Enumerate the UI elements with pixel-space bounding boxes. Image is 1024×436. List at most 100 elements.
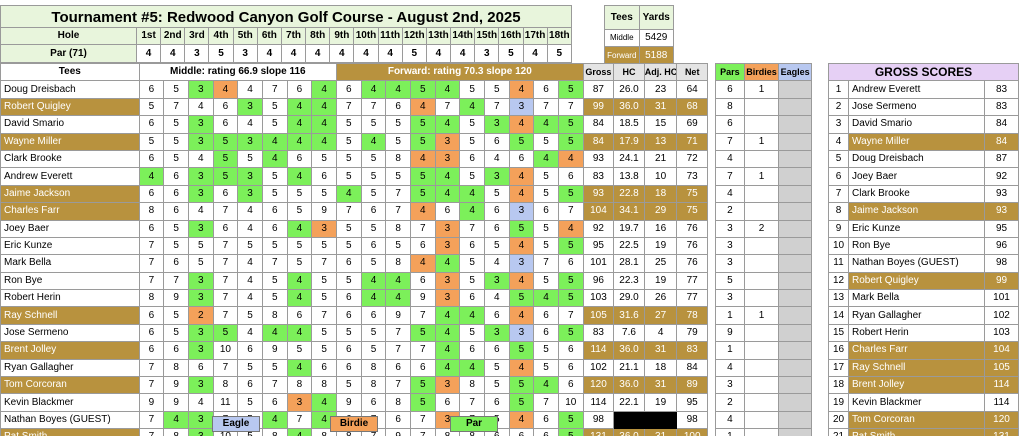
hole-score: 3: [187, 323, 214, 343]
hole-par: 4: [353, 44, 379, 63]
hole-score: 4: [237, 271, 263, 291]
player-name: Jose Sermeno: [0, 323, 140, 343]
hole-score: 10: [212, 341, 239, 360]
hole-score: 6: [286, 80, 313, 99]
hole-score: 9: [385, 306, 411, 325]
gross-player-name: Eric Kunze: [848, 219, 985, 238]
gross-player-score: 98: [983, 254, 1020, 273]
eagles-count: [778, 167, 812, 186]
handicap: 36.0: [613, 341, 645, 360]
hole-score: 4: [533, 376, 559, 395]
hole-score: 3: [187, 219, 214, 238]
hole-score: 3: [483, 323, 510, 343]
gross-player-name: Mark Bella: [848, 289, 985, 308]
rank: 19: [828, 393, 849, 412]
gross-score: 131: [582, 428, 615, 436]
hole-score: 3: [187, 115, 214, 134]
player-name: Robert Herin: [0, 289, 140, 308]
hole-score: 4: [187, 393, 214, 412]
net-score: 79: [676, 323, 708, 343]
eagles-count: [778, 97, 812, 117]
hole-score: 4: [409, 149, 436, 169]
net-score: 98: [676, 410, 708, 430]
hole-par: 5: [208, 44, 234, 63]
eagles-count: [778, 236, 812, 256]
hole-score: 5: [459, 271, 485, 291]
hole-score: 3: [508, 97, 535, 117]
adjusted-handicap: 4: [643, 323, 678, 343]
hole-score: 4: [434, 323, 461, 343]
hole-number: 18th: [546, 26, 573, 46]
hole-score: 4: [434, 167, 461, 186]
hole-score: 4: [237, 289, 263, 308]
gross-player-name: Kevin Blackmer: [848, 393, 985, 412]
hole-score: 3: [187, 167, 214, 186]
hole-score: 4: [533, 149, 559, 169]
hole-score: 7: [212, 254, 239, 273]
tees-column-header: Tees: [0, 62, 140, 82]
birdies-count: [743, 323, 780, 343]
hole-score: 6: [508, 428, 535, 436]
hole-score: 7: [335, 202, 362, 221]
player-name: Pat Smith: [0, 428, 140, 436]
player-name: Brent Jolley: [0, 341, 140, 360]
hole-number: 16th: [498, 26, 524, 46]
handicap: 22.1: [613, 393, 645, 412]
net-score: 89: [676, 376, 708, 395]
eagles-count: [778, 289, 812, 308]
player-row: Charles Farr 8 6 4 7 4 6 5 9 7 6 7 4 6 4 6 3 6 7 104 34.1 29 7…: [0, 202, 812, 221]
gross-score-row: 20 Tom Corcoran 120: [828, 410, 1020, 430]
rank: 2: [828, 97, 849, 117]
hole-score: 4: [508, 271, 535, 291]
gross-score-row: 21Pat Smith131: [828, 428, 1020, 436]
hole-score: 4: [409, 254, 436, 273]
hole-score: 6: [261, 219, 288, 238]
hole-score: 11: [212, 393, 239, 412]
gross-player-score: 120: [983, 410, 1020, 430]
adjusted-handicap: 19: [643, 271, 678, 291]
hole-score: 7: [261, 254, 288, 273]
pars-count: 4: [715, 184, 745, 204]
hole-score: 4: [459, 202, 485, 221]
gross-player-name: Jose Sermeno: [848, 97, 985, 117]
hole-score: 4: [434, 306, 461, 325]
birdies-count: [743, 202, 780, 221]
hole-number: 12th: [401, 26, 427, 46]
spacer: [707, 342, 715, 359]
hole-score: 7: [557, 306, 584, 325]
gross-score-row: 19 Kevin Blackmer 114: [828, 393, 1020, 412]
player-row: Pat Smith783105848879788666513136.031100…: [0, 428, 812, 436]
hole-score: 5: [286, 236, 313, 256]
birdies-count: [743, 115, 780, 134]
hole-score: 4: [508, 115, 535, 134]
spacer: [707, 116, 715, 133]
hole-score: 5: [459, 80, 485, 99]
hole-score: 5: [212, 167, 239, 186]
hole-score: 5: [557, 289, 584, 308]
gross-score: 93: [582, 184, 615, 204]
hole-score: 7: [163, 271, 189, 291]
hole-score: 5: [533, 341, 559, 360]
hole-score: 6: [212, 97, 239, 117]
hole-score: 5: [212, 132, 239, 151]
hole-score: 4: [212, 80, 239, 99]
rank: 6: [828, 167, 849, 186]
net-score: 75: [676, 184, 708, 204]
hole-number: 17th: [522, 26, 548, 46]
hole-score: 5: [335, 149, 362, 169]
hole-score: 6: [483, 219, 510, 238]
gross-score: 96: [582, 271, 615, 291]
hole-score: 6: [286, 149, 313, 169]
hole-score: 4: [286, 358, 313, 378]
adjusted-handicap: 26: [643, 289, 678, 308]
hole-score: 5: [385, 167, 411, 186]
rank: 11: [828, 254, 849, 273]
hole-score: 6: [212, 219, 239, 238]
eagles-count: [778, 149, 812, 169]
hole-score: 3: [237, 184, 263, 204]
hole-score: 5: [163, 219, 189, 238]
hole-score: 9: [138, 393, 165, 412]
hole-score: 7: [360, 97, 387, 117]
hole-score: 3: [187, 428, 214, 436]
